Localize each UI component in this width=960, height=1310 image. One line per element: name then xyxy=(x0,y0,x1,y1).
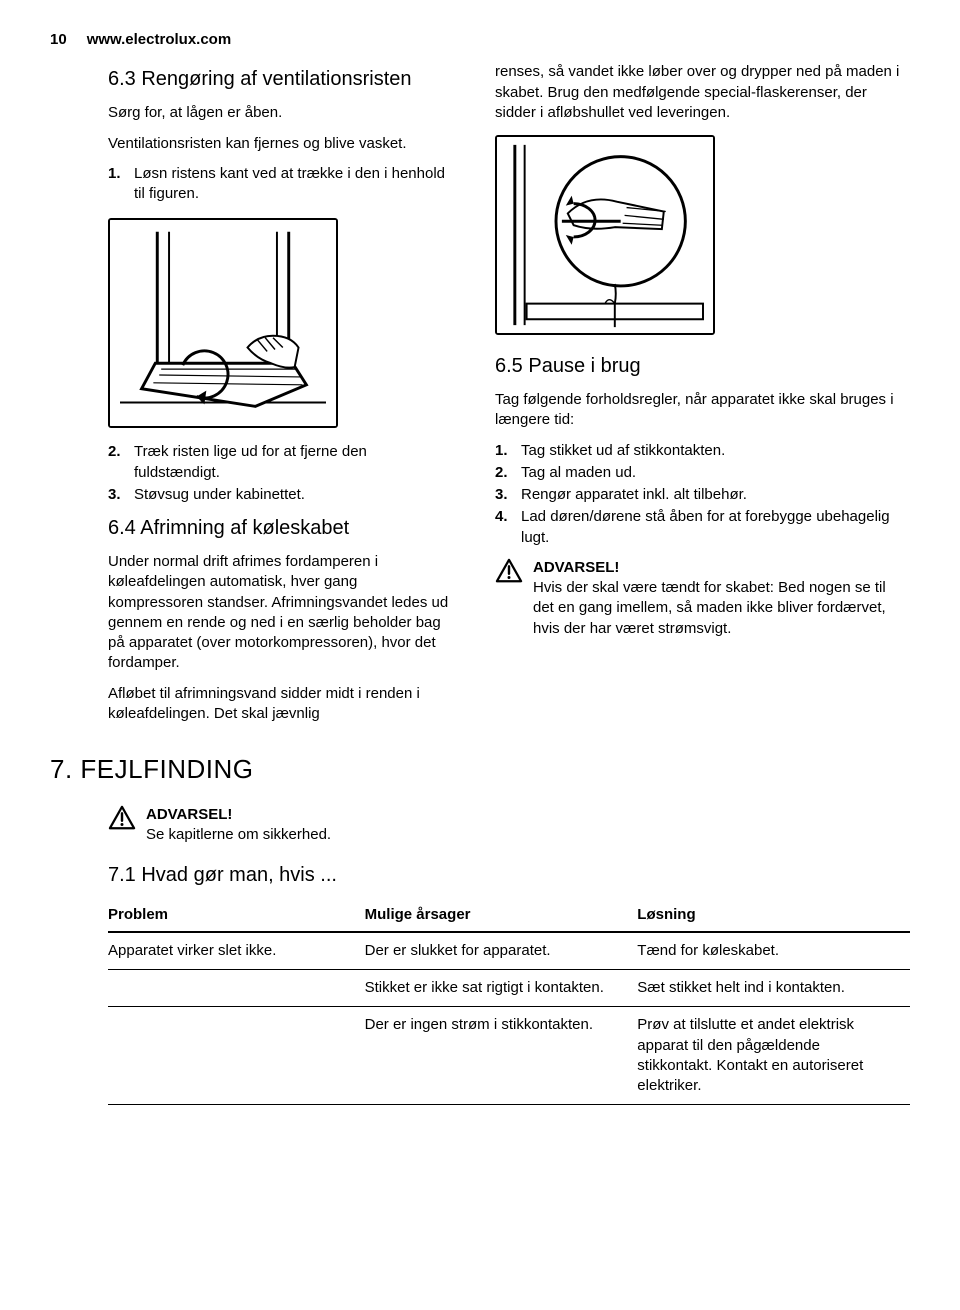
para-64b: Afløbet til afrimningsvand sidder midt i… xyxy=(108,684,455,725)
drain-illustration xyxy=(497,137,713,333)
page-number: 10 xyxy=(50,30,67,50)
heading-6-5: 6.5 Pause i brug xyxy=(495,353,900,380)
warning-title: ADVARSEL! xyxy=(146,805,910,825)
figure-drain-clean xyxy=(495,135,715,335)
list-number: 2. xyxy=(108,442,126,483)
warning-icon xyxy=(108,805,136,831)
list-text: Tag stikket ud af stikkontakten. xyxy=(521,441,725,461)
list-text: Rengør apparatet inkl. alt tilbehør. xyxy=(521,485,747,505)
warning-text: ADVARSEL! Hvis der skal være tændt for s… xyxy=(533,558,900,639)
header-url: www.electrolux.com xyxy=(87,30,232,50)
list-number: 4. xyxy=(495,507,513,548)
right-column: renses, så vandet ikke løber over og dry… xyxy=(495,62,910,734)
table-cell: Sæt stikket helt ind i kontakten. xyxy=(637,970,910,1007)
heading-6-3: 6.3 Rengøring af ventilationsristen xyxy=(108,66,455,93)
list-number: 2. xyxy=(495,463,513,483)
para-63b: Ventilationsristen kan fjernes og blive … xyxy=(108,134,455,154)
section-7-content: ADVARSEL! Se kapitlerne om sikkerhed. 7.… xyxy=(50,805,910,1105)
table-row: Stikket er ikke sat rigtigt i kontakten.… xyxy=(108,970,910,1007)
list-65: 1. Tag stikket ud af stikkontakten. 2. Tag… xyxy=(495,441,900,548)
table-cell: Prøv at tilslutte et andet elektrisk app… xyxy=(637,1007,910,1105)
list-text: Støvsug under kabinettet. xyxy=(134,485,305,505)
warning-body: Hvis der skal være tændt for skabet: Bed… xyxy=(533,578,900,639)
grille-illustration xyxy=(110,220,336,426)
list-item: 2. Tag al maden ud. xyxy=(495,463,900,483)
table-row: Der er ingen strøm i stikkontakten. Prøv… xyxy=(108,1007,910,1105)
table-header: Mulige årsager xyxy=(365,899,638,932)
left-column: 6.3 Rengøring af ventilationsristen Sørg… xyxy=(50,62,455,734)
list-item: 1. Tag stikket ud af stikkontakten. xyxy=(495,441,900,461)
warning-block-7: ADVARSEL! Se kapitlerne om sikkerhed. xyxy=(108,805,910,846)
table-cell: Apparatet virker slet ikke. xyxy=(108,932,365,970)
para-right-continuation: renses, så vandet ikke løber over og dry… xyxy=(495,62,900,123)
figure-grille-removal xyxy=(108,218,338,428)
list-item: 3. Rengør apparatet inkl. alt tilbehør. xyxy=(495,485,900,505)
two-column-layout: 6.3 Rengøring af ventilationsristen Sørg… xyxy=(50,62,910,734)
table-header: Løsning xyxy=(637,899,910,932)
list-number: 3. xyxy=(495,485,513,505)
warning-icon xyxy=(495,558,523,584)
table-cell: Der er ingen strøm i stikkontakten. xyxy=(365,1007,638,1105)
warning-title: ADVARSEL! xyxy=(533,558,900,578)
list-text: Tag al maden ud. xyxy=(521,463,636,483)
table-cell xyxy=(108,970,365,1007)
list-63-first: 1.Løsn ristens kant ved at trække i den … xyxy=(108,164,455,205)
list-text: Løsn ristens kant ved at trække i den i … xyxy=(134,164,455,205)
para-65a: Tag følgende forholdsregler, når apparat… xyxy=(495,390,900,431)
list-number: 3. xyxy=(108,485,126,505)
table-cell: Stikket er ikke sat rigtigt i kontakten. xyxy=(365,970,638,1007)
table-cell: Der er slukket for apparatet. xyxy=(365,932,638,970)
list-number: 1. xyxy=(108,164,126,205)
list-text: Træk risten lige ud for at fjerne den fu… xyxy=(134,442,455,483)
list-item: 3. Støvsug under kabinettet. xyxy=(108,485,455,505)
table-header: Problem xyxy=(108,899,365,932)
warning-body: Se kapitlerne om sikkerhed. xyxy=(146,825,910,845)
table-header-row: Problem Mulige årsager Løsning xyxy=(108,899,910,932)
table-cell: Tænd for køleskabet. xyxy=(637,932,910,970)
para-64a: Under normal drift afrimes fordamperen i… xyxy=(108,552,455,674)
list-number: 1. xyxy=(495,441,513,461)
table-cell xyxy=(108,1007,365,1105)
para-63a: Sørg for, at lågen er åben. xyxy=(108,103,455,123)
list-item: 4.Lad døren/dørene stå åben for at foreb… xyxy=(495,507,900,548)
page-header: 10 www.electrolux.com xyxy=(50,30,910,50)
list-text: Lad døren/dørene stå åben for at forebyg… xyxy=(521,507,900,548)
list-item: 1.Løsn ristens kant ved at trække i den … xyxy=(108,164,455,205)
list-63-cont: 2.Træk risten lige ud for at fjerne den … xyxy=(108,442,455,505)
warning-block-65: ADVARSEL! Hvis der skal være tændt for s… xyxy=(495,558,900,639)
list-item: 2.Træk risten lige ud for at fjerne den … xyxy=(108,442,455,483)
warning-text: ADVARSEL! Se kapitlerne om sikkerhed. xyxy=(146,805,910,846)
heading-7-1: 7.1 Hvad gør man, hvis ... xyxy=(108,862,910,889)
troubleshooting-table: Problem Mulige årsager Løsning Apparatet… xyxy=(108,899,910,1106)
table-row: Apparatet virker slet ikke. Der er slukk… xyxy=(108,932,910,970)
heading-7: 7. FEJLFINDING xyxy=(50,752,910,787)
heading-6-4: 6.4 Afrimning af køleskabet xyxy=(108,515,455,542)
